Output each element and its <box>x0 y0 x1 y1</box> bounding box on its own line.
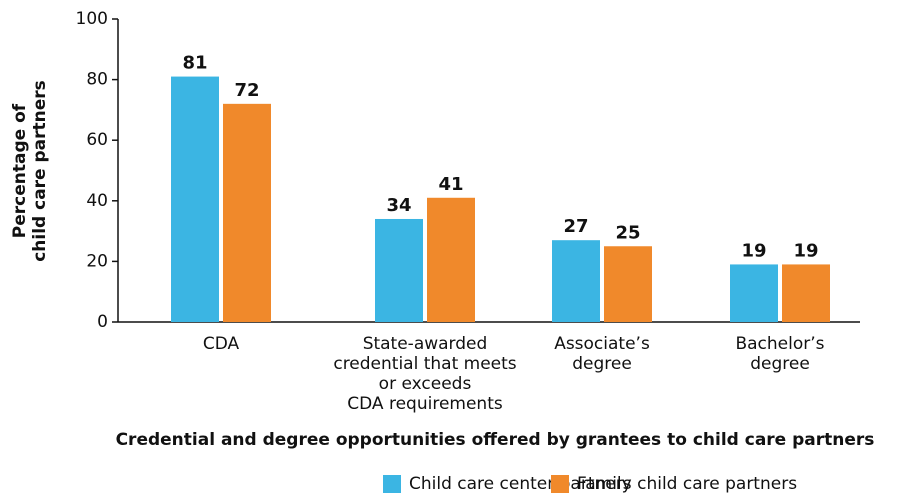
value-label: 41 <box>438 174 463 195</box>
value-label: 19 <box>793 240 818 261</box>
bar <box>730 264 778 322</box>
x-tick-label: CDA <box>203 334 240 354</box>
legend-label: Child care center partners <box>409 474 632 494</box>
bar <box>223 103 271 322</box>
x-axis-title: Credential and degree opportunities offe… <box>116 430 875 450</box>
y-tick-label: 80 <box>86 70 108 90</box>
x-tick-label: State-awarded credential that meets or exc… <box>333 334 516 414</box>
y-tick-label: 0 <box>97 312 108 332</box>
bar <box>375 218 423 322</box>
y-axis-title: Percentage ofchild care partners <box>10 80 50 262</box>
value-label: 72 <box>234 80 259 101</box>
y-tick-label: 20 <box>86 251 108 271</box>
bar <box>782 264 830 322</box>
value-label: 27 <box>563 216 588 237</box>
value-label: 34 <box>386 195 411 216</box>
x-tick-label: Associate’s degree <box>554 334 650 374</box>
value-label: 25 <box>615 222 640 243</box>
value-label: 81 <box>182 53 207 74</box>
bar <box>171 76 219 322</box>
value-label: 19 <box>741 240 766 261</box>
x-tick-label: Bachelor’s degree <box>735 334 824 374</box>
y-axis-title-group: Percentage ofchild care partners <box>10 80 50 262</box>
legend-label: Family child care partners <box>577 474 797 494</box>
bar <box>552 240 600 322</box>
y-tick-label: 40 <box>86 191 108 211</box>
legend-swatch <box>551 475 569 493</box>
bar <box>604 246 652 322</box>
y-tick-label: 100 <box>76 9 108 29</box>
bar <box>427 197 475 322</box>
legend-swatch <box>383 475 401 493</box>
y-tick-label: 60 <box>86 130 108 150</box>
